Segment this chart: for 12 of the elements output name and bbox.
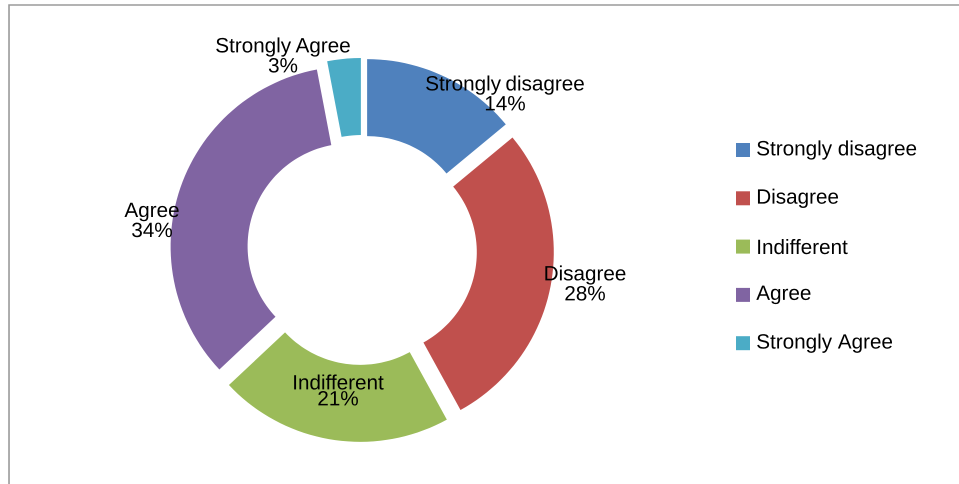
data-label: 21% [318, 390, 358, 406]
legend-label: Strongly disagree [757, 140, 916, 160]
legend-label: Strongly Agree [757, 334, 892, 353]
data-label: 3% [268, 58, 298, 73]
data-label: 14% [486, 96, 525, 111]
slice-label: Strongly Agree [216, 37, 350, 57]
slice-label: Indifferent [294, 374, 384, 390]
legend-label: Agree [756, 286, 810, 304]
legend-label: Indifferent [758, 239, 848, 254]
legend-label: Disagree [758, 188, 838, 208]
data-label: 28% [565, 286, 605, 301]
data-label: 34% [132, 222, 172, 238]
